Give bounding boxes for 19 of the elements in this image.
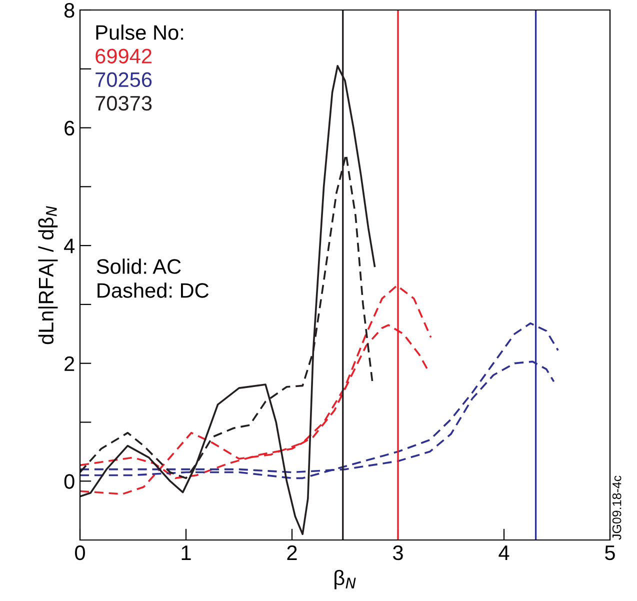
x-tick-label: 0 xyxy=(75,545,85,560)
y-tick-label: 2 xyxy=(64,356,74,371)
y-tick-label: 0 xyxy=(64,474,74,489)
y-tick-label: 4 xyxy=(64,238,75,254)
x-tick-label: 3 xyxy=(393,545,403,560)
text: 69942 xyxy=(96,48,152,64)
x-tick-label: 5 xyxy=(605,546,615,560)
y-tick-label: 8 xyxy=(64,3,74,18)
y-tick-label: 6 xyxy=(64,120,74,136)
text: JG09.18-4c xyxy=(612,476,622,540)
text: 70256 xyxy=(96,72,152,88)
text: 70373 xyxy=(96,96,152,111)
x-tick-label: 1 xyxy=(182,546,191,560)
x-tick-label: 4 xyxy=(498,546,510,560)
y-axis-title: dLn|RFA| / dβ$_{N}$ xyxy=(38,206,58,344)
legend-title: Pulse No: xyxy=(96,24,184,40)
x-tick-label: 2 xyxy=(287,545,297,560)
x-axis-title: β$_{N}$ xyxy=(334,570,356,590)
annotation: Solid: AC Dashed: DC xyxy=(96,258,209,298)
